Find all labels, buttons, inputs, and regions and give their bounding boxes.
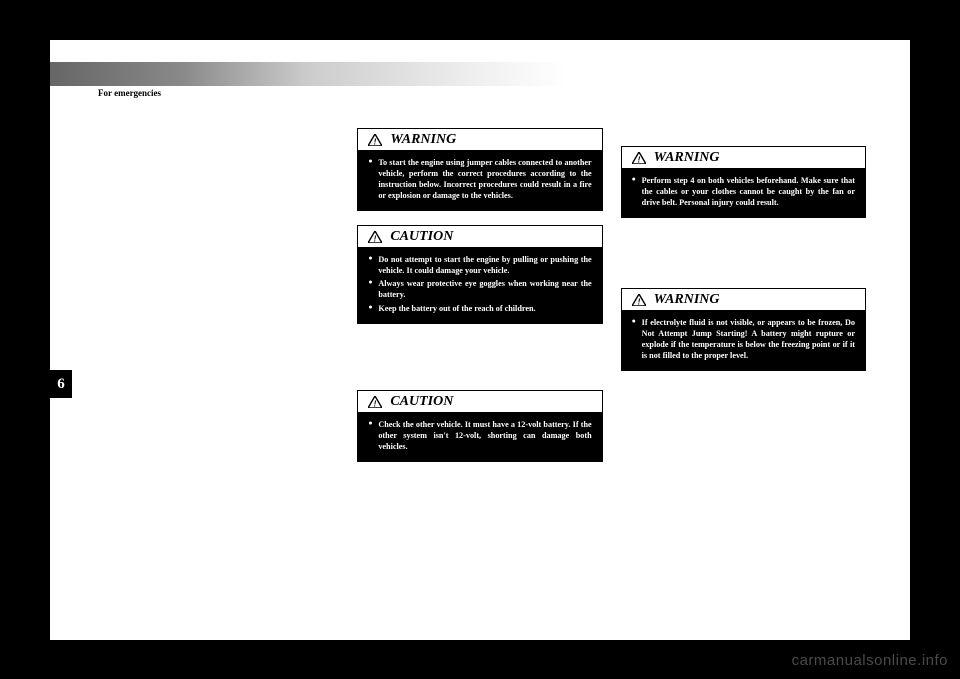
warning-triangle-icon: ! — [632, 152, 646, 164]
box-title: ! WARNING — [358, 129, 601, 151]
box-title-text: CAUTION — [390, 229, 453, 245]
box-title-text: WARNING — [654, 292, 720, 308]
box-title: ! WARNING — [622, 289, 865, 311]
spacer — [621, 110, 866, 146]
svg-text:!: ! — [374, 235, 377, 244]
box-title-text: WARNING — [654, 150, 720, 166]
box-title: ! CAUTION — [358, 391, 601, 413]
warning-box-electrolyte: ! WARNING If electrolyte fluid is not vi… — [621, 288, 866, 371]
svg-text:!: ! — [374, 399, 377, 408]
warning-triangle-icon: ! — [632, 294, 646, 306]
svg-text:!: ! — [637, 298, 640, 307]
box-body: If electrolyte fluid is not visible, or … — [622, 311, 865, 370]
watermark-text: carmanualsonline.info — [792, 652, 948, 669]
svg-text:!: ! — [637, 156, 640, 165]
column-2: ! WARNING To start the engine using jump… — [357, 110, 602, 610]
caution-item: Check the other vehicle. It must have a … — [368, 419, 591, 452]
warning-box-step4: ! WARNING Perform step 4 on both vehicle… — [621, 146, 866, 218]
content-columns: ! WARNING To start the engine using jump… — [94, 110, 866, 610]
svg-text:!: ! — [374, 138, 377, 147]
column-3: ! WARNING Perform step 4 on both vehicle… — [621, 110, 866, 610]
caution-box-pulling: ! CAUTION Do not attempt to start the en… — [357, 225, 602, 323]
spacer — [357, 338, 602, 390]
box-body: To start the engine using jumper cables … — [358, 151, 601, 210]
spacer — [357, 110, 602, 128]
column-1 — [94, 110, 339, 610]
box-body: Do not attempt to start the engine by pu… — [358, 248, 601, 322]
box-title: ! CAUTION — [358, 226, 601, 248]
caution-item: Always wear protective eye goggles when … — [368, 278, 591, 300]
page: For emergencies 6 ! WARNING To start the… — [50, 40, 910, 640]
warning-item: Perform step 4 on both vehicles beforeha… — [632, 175, 855, 208]
box-title-text: CAUTION — [390, 394, 453, 410]
box-title-text: WARNING — [390, 132, 456, 148]
box-body: Check the other vehicle. It must have a … — [358, 413, 601, 461]
warning-triangle-icon: ! — [368, 231, 382, 243]
chapter-tab: 6 — [50, 370, 72, 398]
header-section-title: For emergencies — [98, 88, 161, 98]
warning-item: To start the engine using jumper cables … — [368, 157, 591, 201]
caution-item: Do not attempt to start the engine by pu… — [368, 254, 591, 276]
caution-box-12volt: ! CAUTION Check the other vehicle. It mu… — [357, 390, 602, 462]
box-title: ! WARNING — [622, 147, 865, 169]
warning-triangle-icon: ! — [368, 134, 382, 146]
spacer — [621, 232, 866, 288]
caution-item: Keep the battery out of the reach of chi… — [368, 303, 591, 314]
header-gradient-band — [50, 62, 910, 86]
warning-triangle-icon: ! — [368, 396, 382, 408]
box-body: Perform step 4 on both vehicles beforeha… — [622, 169, 865, 217]
warning-item: If electrolyte fluid is not visible, or … — [632, 317, 855, 361]
warning-box-jumper: ! WARNING To start the engine using jump… — [357, 128, 602, 211]
